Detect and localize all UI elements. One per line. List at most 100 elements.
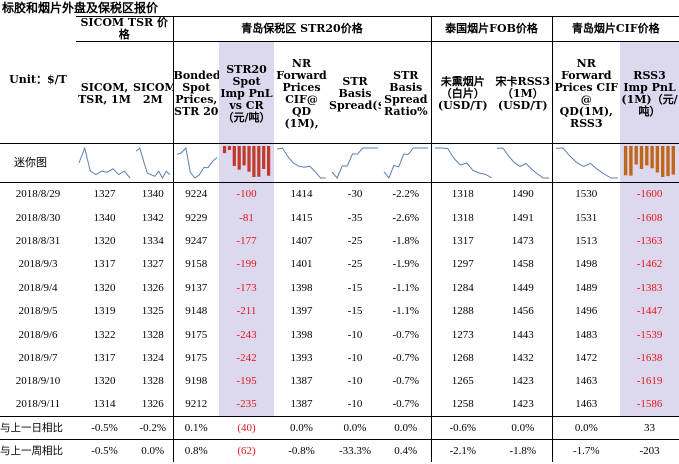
- table-cell: -1608: [620, 205, 679, 230]
- table-cell: 1401: [290, 258, 313, 271]
- table-cell: 1320: [93, 281, 116, 294]
- sparkline-path: [434, 147, 492, 179]
- table-cell: 1443: [511, 328, 534, 341]
- summary-cell: (62): [219, 438, 275, 463]
- sparkbar-bar: [242, 146, 246, 166]
- table-cell: 1317: [430, 229, 495, 253]
- sparkline-chart: [383, 147, 429, 180]
- sparkline-path: [176, 146, 217, 179]
- table-row: 2018/9/7 1317 1324 9175 -242 1393 -10 -0.7% 1268…: [0, 346, 679, 370]
- sparkline: [430, 143, 495, 183]
- sparkbar-bar: [237, 146, 241, 170]
- summary-cell: 0.0%: [274, 415, 330, 440]
- table-row: 2018/9/10 1320 1328 9198 -195 1387 -10 -0.7% 126…: [0, 369, 679, 394]
- table-row: 2018/9/5 1319 1325 9148 -211 1397 -15 -1.1% 1288…: [0, 299, 679, 323]
- table-cell: 1273: [430, 322, 495, 347]
- sparkbar-bar: [639, 146, 644, 169]
- row-date: 2018/9/6: [18, 328, 58, 341]
- sparkline-path: [383, 147, 429, 180]
- sparkline-path: [555, 147, 618, 179]
- table-cell: 1456: [511, 305, 534, 318]
- table-row: 2018/8/31 1320 1334 9247 -177 1407 -25 -1.8% 131…: [0, 229, 679, 253]
- table-cell: 1314: [93, 398, 116, 411]
- row-date: 2018/9/3: [18, 258, 58, 271]
- summary-label: 与上一日相比: [0, 415, 76, 440]
- table-cell: -0.7%: [392, 375, 420, 388]
- table-cell: 9158: [172, 252, 220, 277]
- sparkbar-bar: [257, 146, 261, 177]
- sparkline-chart: [434, 147, 492, 179]
- table-cell: -10: [347, 328, 363, 341]
- table-cell: 1317: [93, 258, 116, 271]
- table-cell: -25: [347, 258, 363, 271]
- table-row: 2018/9/4 1320 1326 9137 -173 1398 -15 -1.1% 1284…: [0, 276, 679, 300]
- table-cell: -1.1%: [392, 305, 420, 318]
- sparkbar-bar: [232, 146, 236, 166]
- summary-cell: 0.0%: [133, 438, 174, 463]
- table-cell: 9224: [172, 182, 220, 206]
- summary-cell: -0.5%: [76, 438, 133, 463]
- table-cell: 9212: [172, 393, 220, 417]
- table-cell: 9175: [172, 322, 220, 347]
- sparkline: [274, 143, 330, 183]
- table-row: 2018/9/3 1317 1327 9158 -199 1401 -25 -1.9% 1297…: [0, 252, 679, 277]
- table-cell: -1462: [620, 252, 679, 277]
- row-date: 2018/8/30: [15, 211, 61, 224]
- group-qingdao-cif: 青岛烟片CIF价格: [551, 16, 679, 42]
- table-cell: 1387: [290, 398, 313, 411]
- table-cell: -1600: [620, 182, 679, 206]
- table-cell: 1415: [290, 211, 313, 224]
- sparkbar-bar: [247, 146, 251, 172]
- table-cell: 1317: [93, 351, 116, 364]
- col-nr-forward: NR Forward Prices CIF@ QD (1M),: [274, 41, 330, 144]
- table-cell: 1398: [290, 328, 313, 341]
- sparkbar-bar: [645, 146, 649, 166]
- sparkbar-bar: [623, 146, 628, 176]
- row-date: 2018/8/29: [15, 188, 61, 201]
- col-sicom-2m: SICOM,TSR, 2M: [133, 41, 174, 144]
- sparkline-path: [276, 147, 327, 179]
- col-sicom-1m: SICOM, TSR, 1M: [76, 41, 133, 144]
- table-cell: 1322: [93, 328, 116, 341]
- sparkbar-bar: [666, 146, 670, 177]
- table-cell: -0.7%: [392, 398, 420, 411]
- table-cell: 1490: [511, 188, 534, 201]
- table-cell: 1342: [141, 211, 164, 224]
- table-cell: 1407: [290, 234, 313, 247]
- table-cell: 1449: [511, 281, 534, 294]
- table-cell: -2.6%: [392, 211, 420, 224]
- sparkbar-bar: [671, 146, 676, 175]
- table-cell: 1320: [93, 375, 116, 388]
- sparkbar-chart: [623, 146, 676, 177]
- table-cell: 1463: [551, 393, 621, 417]
- sparkline-chart: [176, 146, 217, 179]
- table-cell: 1319: [93, 305, 116, 318]
- table-cell: 1328: [141, 328, 164, 341]
- sparkbar-bar: [661, 146, 665, 177]
- table-cell: 1531: [551, 205, 621, 230]
- table-cell: 1288: [430, 299, 495, 323]
- sparkline-path: [331, 147, 379, 179]
- price-table: Unit：$/T SICOM TSR 价格 青岛保税区 STR20价格 泰国烟片…: [0, 16, 679, 463]
- table-cell: -1.8%: [392, 234, 420, 247]
- group-thai-fob: 泰国烟片FOB价格: [430, 16, 553, 42]
- table-cell: 1398: [290, 281, 313, 294]
- row-date: 2018/8/31: [15, 234, 61, 247]
- summary-cell: -203: [620, 438, 679, 463]
- table-cell: -10: [347, 375, 363, 388]
- table-cell: 1432: [511, 351, 534, 364]
- sparkbar-bar: [222, 146, 227, 154]
- table-cell: -81: [219, 205, 275, 230]
- table-cell: 1325: [141, 305, 164, 318]
- col-str-basis: STR Basis Spread($/T): [329, 41, 382, 144]
- table-cell: 1489: [551, 276, 621, 300]
- sparkline-path: [78, 146, 131, 179]
- table-cell: -1539: [620, 322, 679, 347]
- sparkline-chart: [555, 147, 618, 179]
- table-cell: 1483: [551, 322, 621, 347]
- sparkline-chart: [496, 147, 550, 179]
- summary-cell: -1.7%: [551, 438, 621, 463]
- table-cell: 1393: [290, 351, 313, 364]
- sparkline-chart: [78, 146, 131, 179]
- col-str-basis-ratio: STR Basis Spread Ratio%: [381, 41, 432, 144]
